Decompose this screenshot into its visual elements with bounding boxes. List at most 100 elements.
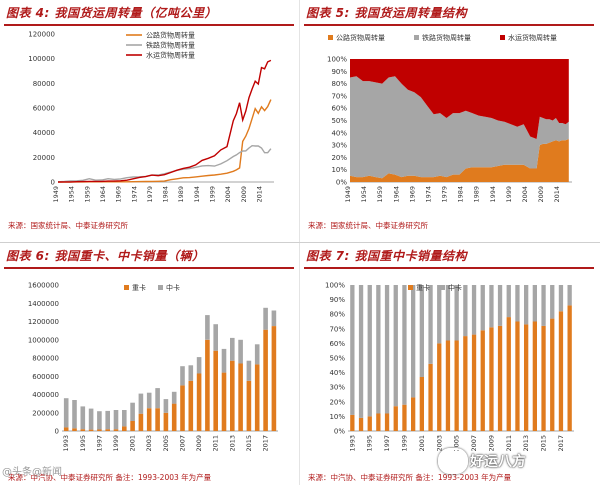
bar-segment [471, 285, 477, 335]
bar-segment [146, 408, 152, 431]
bar-segment [80, 406, 86, 430]
area-series [350, 76, 569, 179]
x-tick-label: 2011 [212, 435, 220, 452]
y-tick-label: 40000 [33, 129, 55, 137]
bar-segment [358, 417, 364, 431]
panel-truck-sales: 图表 6: 我国重卡、中卡销量（辆） 0 200000 400000 600000 80… [0, 243, 300, 485]
source-note: 来源：国家统计局、中泰证券研究所 [308, 221, 428, 230]
bar-segment [196, 357, 202, 374]
panel-freight-turnover: 图表 4: 我国货运周转量（亿吨公里） 0 20000 40000 60000 8000… [0, 0, 300, 243]
x-tick-label: 2003 [435, 435, 443, 452]
bar-segment [155, 388, 160, 409]
y-tick-label: 80% [329, 311, 345, 319]
x-tick-label: 2013 [522, 435, 530, 452]
title-rule [304, 267, 594, 269]
bar-segment [558, 285, 564, 312]
bar-segment [454, 340, 459, 431]
bar-segment [155, 408, 160, 431]
bar-segment [428, 363, 433, 431]
bar-segment [411, 285, 416, 398]
series-line [58, 99, 272, 183]
bar-segment [532, 321, 537, 431]
y-tick-label: 60% [329, 340, 345, 348]
x-tick-label: 2005 [453, 435, 461, 452]
x-tick-label: 2009 [240, 186, 248, 203]
bar-segment [97, 411, 102, 430]
bar-segment [88, 429, 94, 431]
bar-segment [428, 285, 433, 364]
x-tick-label: 1999 [505, 186, 513, 203]
bar-segment [463, 336, 468, 431]
bar-segment [350, 414, 355, 431]
bar-segment [402, 285, 407, 405]
bar-segment [471, 334, 477, 431]
bar-segment [213, 324, 218, 351]
bar-segment [254, 344, 260, 365]
x-tick-label: 1999 [209, 186, 217, 203]
x-tick-label: 2001 [129, 435, 137, 452]
y-tick-label: 60000 [33, 105, 55, 113]
bar-segment [411, 397, 416, 431]
x-tick-label: 2009 [195, 435, 203, 452]
series-line [57, 59, 272, 183]
y-tick-label: 600000 [32, 373, 59, 381]
legend-label: 水运货物周转量 [146, 51, 195, 60]
x-tick-label: 2014 [553, 186, 561, 203]
y-tick-label: 40% [331, 129, 347, 137]
y-tick-label: 30% [329, 384, 345, 392]
bar-segment [419, 377, 424, 431]
bar-segment [445, 340, 451, 431]
x-tick-label: 1974 [424, 186, 432, 203]
bar-segment [230, 337, 235, 361]
y-tick-label: 70% [329, 325, 345, 333]
x-tick-label: 2003 [145, 435, 153, 452]
x-tick-label: 1989 [473, 186, 481, 203]
bar-segment [180, 366, 185, 386]
bar-segment [88, 408, 94, 430]
legend-label: 水运货物周转量 [508, 33, 557, 42]
y-tick-label: 100000 [28, 55, 55, 63]
bar-segment [180, 385, 185, 431]
bar-segment [567, 305, 572, 431]
bar-segment [376, 285, 381, 414]
bar-segment [238, 339, 243, 364]
bar-segment [480, 285, 485, 331]
legend-swatch [124, 285, 129, 290]
bar-segment [497, 325, 503, 431]
bar-segment [402, 404, 407, 431]
y-tick-label: 80000 [33, 80, 55, 88]
x-tick-label: 2009 [487, 435, 495, 452]
stacked-area-chart: 0% 10% 20% 30% 40% 50% 60% 70% 80% 90% 100% 1949 195… [327, 33, 572, 203]
bar-segment [163, 412, 169, 432]
y-tick-label: 30% [331, 142, 347, 150]
y-tick-label: 80% [331, 80, 347, 88]
y-tick-label: 90% [331, 68, 347, 76]
x-tick-label: 2015 [245, 435, 253, 452]
x-tick-label: 1949 [344, 186, 352, 203]
y-tick-label: 20% [329, 398, 345, 406]
y-tick-label: 1200000 [28, 318, 59, 326]
bar-segment [171, 403, 177, 431]
bar-segment [480, 330, 485, 431]
bar-segment [254, 364, 260, 431]
bar-segment [489, 327, 494, 431]
x-tick-label: 2017 [262, 435, 270, 452]
watermark-right: 好运八方 [470, 454, 526, 470]
bar-segment [113, 429, 119, 431]
x-tick-label: 1993 [62, 435, 70, 452]
legend-swatch [158, 285, 163, 290]
x-tick-label: 1995 [366, 435, 374, 452]
bar-segment [138, 413, 144, 431]
y-tick-label: 50% [329, 355, 345, 363]
bar-segment [72, 428, 77, 431]
bar-segment [105, 429, 110, 431]
bar-segment [419, 285, 424, 377]
bar-segment [146, 392, 152, 409]
x-tick-label: 2014 [255, 186, 263, 203]
bar-segment [393, 406, 398, 431]
x-tick-label: 1969 [115, 186, 123, 203]
line-chart: 0 20000 40000 60000 80000 100000 120000 1949 195… [28, 31, 274, 203]
bar-segment [532, 285, 537, 322]
x-tick-label: 1954 [68, 186, 76, 203]
y-tick-label: 400000 [32, 391, 59, 399]
